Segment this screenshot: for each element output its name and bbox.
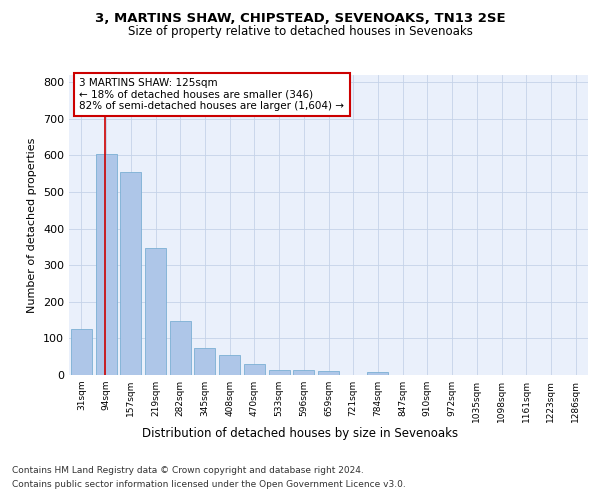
Bar — [244, 364, 265, 375]
Text: Contains public sector information licensed under the Open Government Licence v3: Contains public sector information licen… — [12, 480, 406, 489]
Bar — [95, 154, 116, 375]
Bar — [219, 355, 240, 375]
Bar — [170, 321, 191, 375]
Bar — [120, 172, 141, 375]
Bar — [269, 370, 290, 375]
Bar — [318, 372, 339, 375]
Bar — [145, 248, 166, 375]
Bar — [71, 330, 92, 375]
Bar — [194, 348, 215, 375]
Text: Distribution of detached houses by size in Sevenoaks: Distribution of detached houses by size … — [142, 428, 458, 440]
Bar — [367, 372, 388, 375]
Text: 3, MARTINS SHAW, CHIPSTEAD, SEVENOAKS, TN13 2SE: 3, MARTINS SHAW, CHIPSTEAD, SEVENOAKS, T… — [95, 12, 505, 26]
Text: Contains HM Land Registry data © Crown copyright and database right 2024.: Contains HM Land Registry data © Crown c… — [12, 466, 364, 475]
Text: Size of property relative to detached houses in Sevenoaks: Size of property relative to detached ho… — [128, 25, 472, 38]
Text: 3 MARTINS SHAW: 125sqm
← 18% of detached houses are smaller (346)
82% of semi-de: 3 MARTINS SHAW: 125sqm ← 18% of detached… — [79, 78, 344, 111]
Y-axis label: Number of detached properties: Number of detached properties — [28, 138, 37, 312]
Bar — [293, 370, 314, 375]
